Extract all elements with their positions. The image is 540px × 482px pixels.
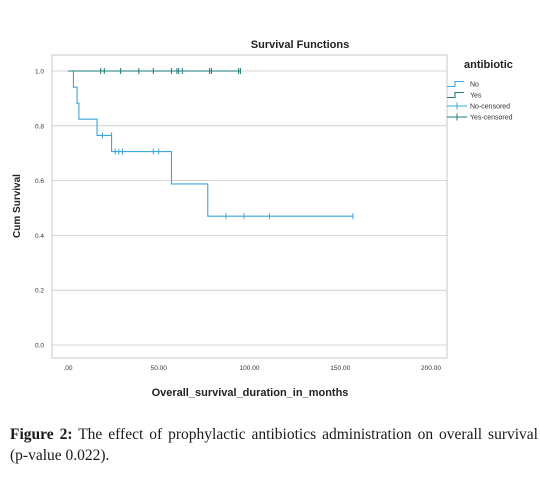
legend-label: No (470, 82, 479, 89)
legend-swatch-step (447, 91, 464, 99)
legend-swatch-step (447, 80, 464, 88)
legend: No Yes No-censored Yes-censored (447, 80, 513, 122)
x-tick-label: 150.00 (330, 365, 350, 372)
chart-background (0, 0, 540, 420)
survival-line-series-0 (68, 70, 353, 217)
x-axis-label: Overall_survival_duration_in_months (152, 387, 349, 399)
x-tick-label: 200.00 (421, 365, 441, 372)
figure-caption: Figure 2: The effect of prophylactic ant… (10, 424, 538, 466)
figure-label: Figure 2: (10, 426, 73, 443)
figure-caption-text: The effect of prophylactic antibiotics a… (10, 426, 538, 464)
x-tick-label: .00 (63, 365, 72, 372)
chart-title: Survival Functions (251, 39, 349, 51)
y-tick-label: 0.2 (35, 288, 44, 295)
y-axis-label: Cum Survival (12, 174, 23, 238)
plot-frame (51, 54, 448, 359)
y-tick-label: 0.6 (35, 178, 44, 185)
survival-chart: Survival Functions 0.0 0.2 0.4 0.6 0.8 1.0 .00… (0, 0, 540, 420)
y-tick-label: 0.8 (35, 123, 44, 130)
legend-label: No-censored (470, 104, 510, 111)
survival-series (68, 68, 354, 220)
y-tick-label: 0.0 (35, 343, 44, 350)
legend-title: antibiotic (464, 59, 513, 71)
x-tick-label: 100.00 (240, 365, 260, 372)
legend-label: Yes (470, 93, 482, 100)
y-tick-label: 1.0 (35, 69, 44, 76)
x-tick-label: 50.00 (151, 365, 168, 372)
y-tick-label: 0.4 (35, 233, 44, 240)
axis-ticks: 0.0 0.2 0.4 0.6 0.8 1.0 .00 50.00 100.00 150.00 20… (35, 69, 441, 373)
legend-label: Yes-censored (470, 115, 513, 122)
